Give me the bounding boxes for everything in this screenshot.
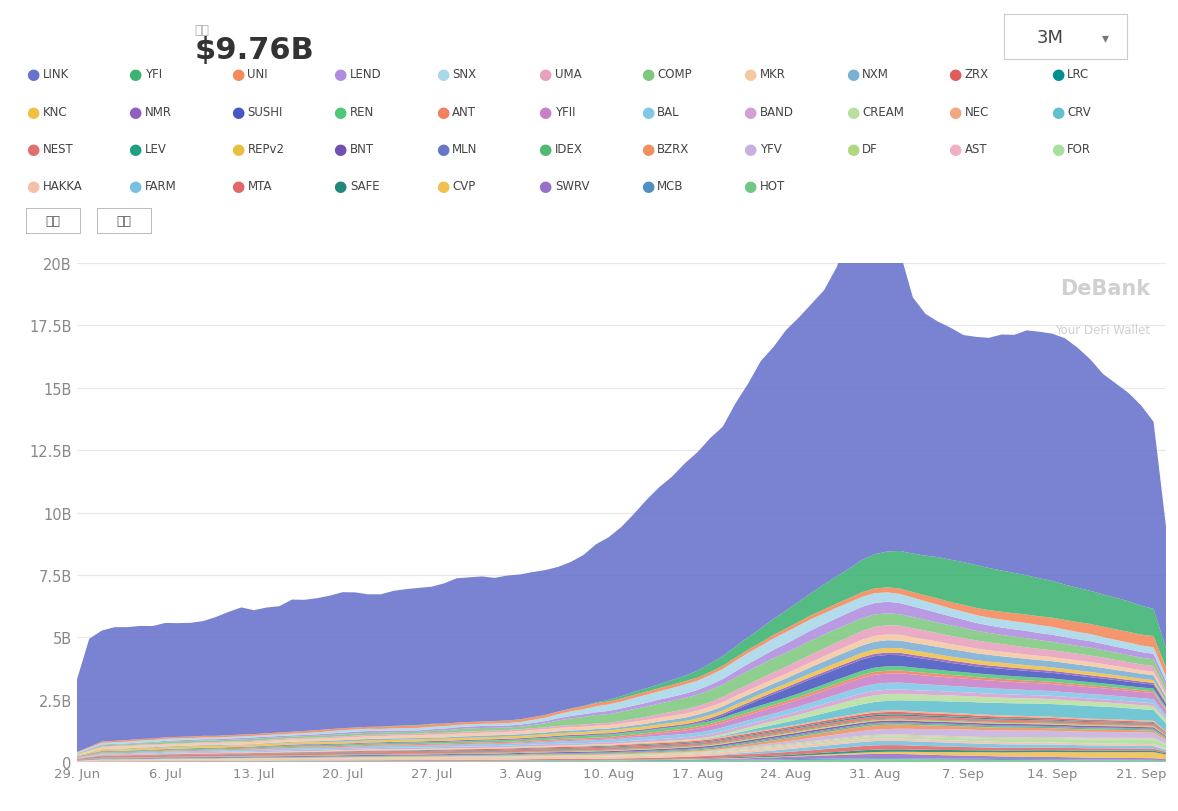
- Text: ●: ●: [1051, 142, 1064, 157]
- Text: YFV: YFV: [760, 143, 781, 156]
- Text: ●: ●: [743, 67, 756, 82]
- Text: 市値: 市値: [194, 24, 210, 36]
- Text: ●: ●: [128, 67, 141, 82]
- Text: ●: ●: [538, 105, 551, 119]
- Text: ●: ●: [641, 179, 654, 194]
- Text: ●: ●: [26, 179, 39, 194]
- Text: CVP: CVP: [452, 180, 476, 193]
- Text: 市値: 市値: [71, 24, 105, 51]
- Text: ●: ●: [1051, 105, 1064, 119]
- Text: ●: ●: [436, 179, 449, 194]
- Text: ●: ●: [436, 67, 449, 82]
- Text: ●: ●: [26, 142, 39, 157]
- Text: ●: ●: [743, 105, 756, 119]
- Text: ZRX: ZRX: [965, 68, 988, 81]
- Text: ●: ●: [128, 179, 141, 194]
- Text: ●: ●: [436, 142, 449, 157]
- Text: SUSHI: SUSHI: [247, 105, 283, 118]
- Text: UNI: UNI: [247, 68, 269, 81]
- Text: ●: ●: [128, 105, 141, 119]
- Text: 清空: 清空: [117, 215, 131, 228]
- Text: NMR: NMR: [145, 105, 172, 118]
- Text: $9.76B: $9.76B: [194, 36, 315, 65]
- Text: CRV: CRV: [1067, 105, 1091, 118]
- Text: ●: ●: [436, 105, 449, 119]
- Text: CREAM: CREAM: [862, 105, 905, 118]
- Text: DeBank: DeBank: [1060, 278, 1150, 298]
- Text: NEST: NEST: [42, 143, 73, 156]
- Text: UMA: UMA: [555, 68, 582, 81]
- Text: FARM: FARM: [145, 180, 177, 193]
- Text: ●: ●: [743, 142, 756, 157]
- Text: 全选: 全选: [46, 215, 60, 228]
- Text: KNC: KNC: [42, 105, 67, 118]
- Text: BAL: BAL: [657, 105, 680, 118]
- Text: LEV: LEV: [145, 143, 167, 156]
- Text: FOR: FOR: [1067, 143, 1091, 156]
- Text: AST: AST: [965, 143, 987, 156]
- Text: NXM: NXM: [862, 68, 889, 81]
- Text: ●: ●: [641, 105, 654, 119]
- Text: MLN: MLN: [452, 143, 478, 156]
- Text: ●: ●: [948, 142, 961, 157]
- Text: ●: ●: [231, 142, 244, 157]
- Text: SNX: SNX: [452, 68, 476, 81]
- Text: ●: ●: [231, 67, 244, 82]
- Text: ●: ●: [231, 179, 244, 194]
- Text: ●: ●: [846, 142, 859, 157]
- Text: ●: ●: [743, 179, 756, 194]
- Text: ●: ●: [538, 67, 551, 82]
- Text: ●: ●: [231, 105, 244, 119]
- Text: MTA: MTA: [247, 180, 272, 193]
- Text: ●: ●: [1051, 67, 1064, 82]
- Text: REPv2: REPv2: [247, 143, 284, 156]
- Text: ●: ●: [333, 67, 346, 82]
- Text: ●: ●: [948, 67, 961, 82]
- Text: SWRV: SWRV: [555, 180, 589, 193]
- Text: LEND: LEND: [350, 68, 382, 81]
- Text: REN: REN: [350, 105, 375, 118]
- Text: DF: DF: [862, 143, 878, 156]
- Text: ●: ●: [26, 67, 39, 82]
- Text: YFII: YFII: [555, 105, 575, 118]
- Text: ●: ●: [538, 142, 551, 157]
- Text: NEC: NEC: [965, 105, 990, 118]
- Text: ●: ●: [128, 142, 141, 157]
- Text: YFI: YFI: [145, 68, 163, 81]
- Text: ●: ●: [26, 105, 39, 119]
- Text: SAFE: SAFE: [350, 180, 379, 193]
- Text: HAKKA: HAKKA: [42, 180, 82, 193]
- Text: ANT: ANT: [452, 105, 476, 118]
- Text: ●: ●: [846, 67, 859, 82]
- Text: ●: ●: [948, 105, 961, 119]
- Text: ●: ●: [846, 105, 859, 119]
- Text: COMP: COMP: [657, 68, 691, 81]
- Text: BAND: BAND: [760, 105, 794, 118]
- Text: LINK: LINK: [42, 68, 68, 81]
- Text: Your DeFi Wallet: Your DeFi Wallet: [1054, 324, 1150, 337]
- Text: ●: ●: [333, 142, 346, 157]
- Text: 3M: 3M: [1037, 28, 1064, 47]
- Text: IDEX: IDEX: [555, 143, 583, 156]
- Text: ●: ●: [333, 179, 346, 194]
- Text: ▾: ▾: [1101, 31, 1108, 45]
- Text: MCB: MCB: [657, 180, 683, 193]
- Text: ●: ●: [538, 179, 551, 194]
- Text: BZRX: BZRX: [657, 143, 689, 156]
- Text: HOT: HOT: [760, 180, 785, 193]
- Text: ●: ●: [641, 142, 654, 157]
- Text: LRC: LRC: [1067, 68, 1090, 81]
- Text: BNT: BNT: [350, 143, 373, 156]
- Text: MKR: MKR: [760, 68, 786, 81]
- Text: ●: ●: [641, 67, 654, 82]
- Text: ●: ●: [333, 105, 346, 119]
